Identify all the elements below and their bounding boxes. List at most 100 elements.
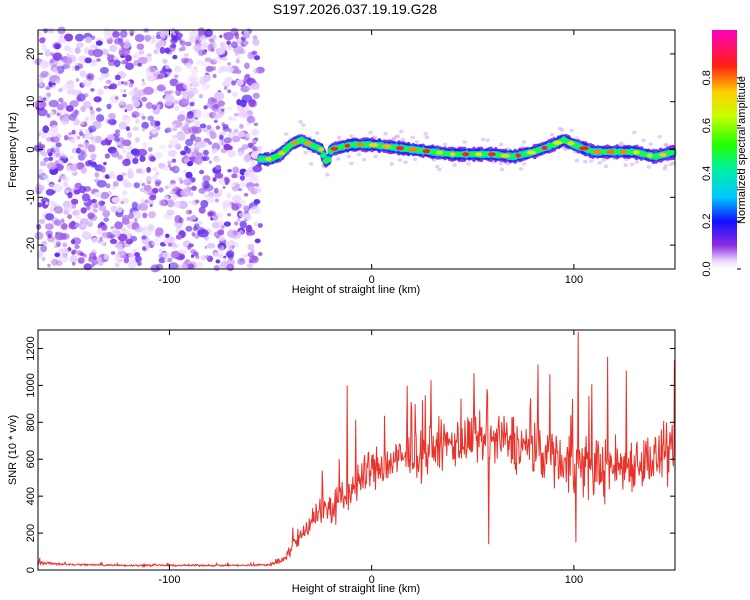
colorbar-tick-label: 0.4 bbox=[701, 166, 713, 181]
noise-speckle bbox=[207, 195, 215, 204]
ridge-peak bbox=[291, 140, 298, 145]
noise-speckle bbox=[84, 57, 92, 64]
noise-speckle bbox=[138, 203, 149, 211]
noise-speckle bbox=[93, 203, 99, 209]
ridge-halo-speckle bbox=[499, 142, 504, 147]
noise-speckle bbox=[89, 162, 98, 168]
noise-speckle bbox=[168, 242, 173, 247]
noise-speckle bbox=[125, 126, 131, 132]
noise-speckle bbox=[211, 215, 215, 219]
noise-speckle bbox=[56, 112, 61, 117]
noise-speckle bbox=[253, 122, 259, 127]
noise-speckle bbox=[183, 157, 189, 164]
noise-speckle bbox=[105, 79, 112, 85]
noise-speckle bbox=[127, 132, 133, 139]
ridge-halo-speckle bbox=[623, 163, 628, 167]
noise-speckle bbox=[203, 74, 212, 82]
ridge-peak bbox=[382, 144, 392, 149]
colorbar-tick-label: 0.8 bbox=[701, 70, 713, 85]
noise-speckle bbox=[89, 252, 97, 259]
noise-speckle bbox=[80, 167, 87, 174]
ridge-halo-speckle bbox=[325, 172, 330, 177]
noise-speckle bbox=[190, 67, 199, 76]
noise-speckle bbox=[54, 244, 58, 249]
noise-speckle bbox=[231, 182, 236, 188]
noise-speckle bbox=[215, 125, 221, 130]
noise-speckle bbox=[204, 193, 209, 198]
noise-speckle bbox=[232, 91, 238, 98]
noise-speckle bbox=[166, 209, 175, 216]
ridge-peak bbox=[304, 141, 312, 146]
noise-speckle bbox=[130, 32, 134, 37]
noise-speckle bbox=[235, 58, 240, 64]
ridge-peak bbox=[592, 149, 602, 154]
snr-ytick-label: 1200 bbox=[25, 336, 37, 360]
noise-speckle bbox=[223, 86, 228, 90]
noise-speckle bbox=[134, 51, 141, 59]
noise-speckle bbox=[134, 255, 143, 263]
noise-speckle bbox=[93, 96, 102, 103]
noise-speckle bbox=[185, 62, 193, 70]
noise-speckle bbox=[90, 109, 95, 116]
noise-speckle bbox=[135, 137, 140, 143]
noise-speckle bbox=[172, 54, 178, 60]
noise-speckle bbox=[37, 202, 43, 208]
noise-speckle bbox=[134, 218, 138, 223]
noise-speckle bbox=[204, 255, 210, 260]
noise-speckle bbox=[99, 236, 103, 242]
noise-speckle bbox=[100, 221, 105, 227]
noise-speckle bbox=[103, 217, 109, 223]
noise-speckle bbox=[199, 123, 207, 129]
ridge-peak bbox=[344, 143, 351, 148]
noise-speckle bbox=[205, 65, 214, 72]
noise-speckle bbox=[58, 38, 66, 44]
noise-speckle bbox=[100, 191, 110, 200]
ridge-halo-speckle bbox=[498, 161, 504, 166]
spectrogram-ylabel: Frequency (Hz) bbox=[7, 112, 19, 188]
noise-speckle bbox=[149, 120, 159, 127]
noise-speckle bbox=[56, 104, 64, 111]
noise-speckle bbox=[212, 148, 218, 154]
noise-speckle bbox=[55, 142, 62, 148]
noise-speckle bbox=[253, 221, 259, 226]
noise-speckle bbox=[46, 92, 52, 97]
ridge-halo-speckle bbox=[549, 132, 555, 137]
noise-speckle bbox=[168, 262, 179, 270]
noise-speckle bbox=[79, 131, 84, 137]
noise-speckle bbox=[201, 42, 209, 49]
noise-speckle bbox=[124, 39, 130, 44]
noise-speckle bbox=[93, 191, 102, 198]
noise-speckle bbox=[208, 160, 213, 164]
noise-speckle bbox=[111, 196, 120, 204]
noise-speckle bbox=[130, 260, 137, 268]
noise-speckle bbox=[197, 229, 209, 238]
noise-speckle bbox=[114, 242, 123, 249]
noise-speckle bbox=[247, 142, 254, 148]
noise-speckle bbox=[226, 40, 232, 46]
noise-speckle bbox=[253, 68, 259, 74]
noise-speckle bbox=[89, 106, 93, 111]
noise-speckle bbox=[112, 31, 120, 38]
noise-speckle bbox=[144, 243, 151, 249]
noise-speckle bbox=[179, 39, 184, 43]
noise-speckle bbox=[138, 49, 145, 55]
noise-speckle bbox=[119, 88, 124, 93]
noise-speckle bbox=[93, 209, 98, 213]
noise-speckle bbox=[107, 53, 111, 57]
noise-speckle bbox=[214, 198, 220, 203]
noise-speckle bbox=[151, 238, 161, 247]
noise-speckle bbox=[169, 78, 179, 87]
noise-speckle bbox=[83, 148, 87, 153]
noise-speckle bbox=[71, 147, 77, 154]
noise-speckle bbox=[160, 69, 166, 75]
noise-speckle bbox=[152, 187, 159, 194]
noise-speckle bbox=[221, 122, 225, 127]
ridge-halo-speckle bbox=[589, 159, 594, 163]
noise-speckle bbox=[142, 212, 148, 219]
noise-speckle bbox=[254, 177, 260, 184]
noise-speckle bbox=[213, 264, 220, 272]
noise-speckle bbox=[150, 40, 156, 45]
noise-speckle bbox=[182, 81, 192, 90]
noise-speckle bbox=[52, 52, 63, 61]
noise-speckle bbox=[254, 55, 260, 61]
